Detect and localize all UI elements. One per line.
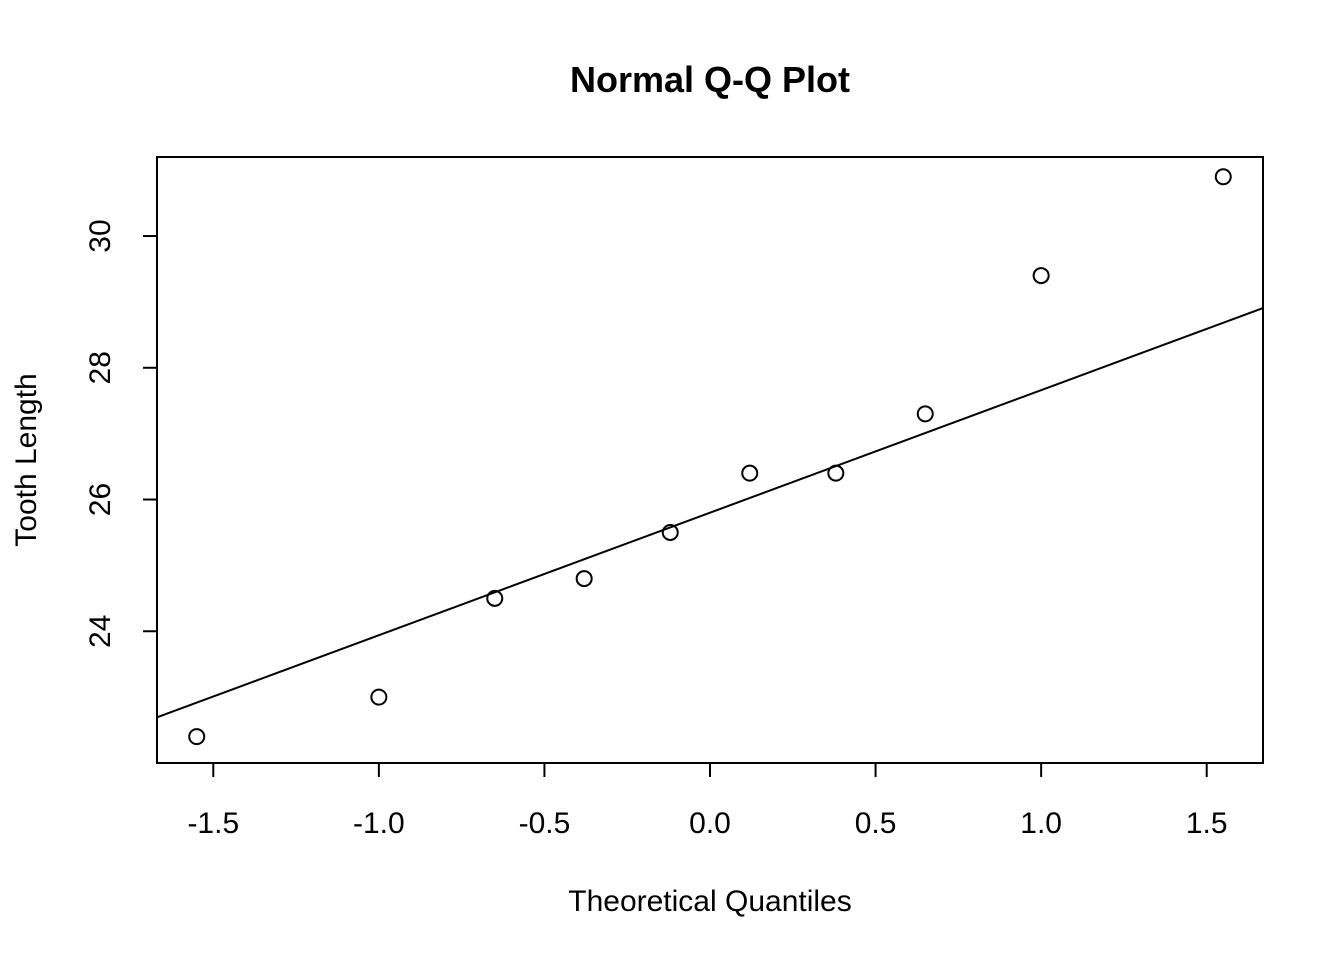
data-points bbox=[188, 168, 1232, 746]
data-point bbox=[370, 688, 388, 706]
x-axis-label: Theoretical Quantiles bbox=[568, 885, 851, 918]
data-point bbox=[1032, 267, 1050, 285]
x-tick-label: -1.5 bbox=[187, 807, 239, 840]
y-tick-label: 30 bbox=[84, 219, 117, 252]
data-point bbox=[575, 570, 593, 588]
y-tick-label: 28 bbox=[84, 351, 117, 384]
data-point bbox=[661, 523, 679, 541]
qq-reference-line bbox=[156, 307, 1264, 719]
data-point bbox=[188, 728, 206, 746]
plot-frame bbox=[156, 156, 1264, 764]
data-point bbox=[916, 405, 934, 423]
x-tick-label: -1.0 bbox=[353, 807, 405, 840]
chart-title: Normal Q-Q Plot bbox=[570, 59, 850, 100]
x-tick-label: -0.5 bbox=[519, 807, 571, 840]
y-axis: 24 26 28 30 bbox=[84, 219, 158, 648]
x-tick-label: 0.0 bbox=[689, 807, 731, 840]
data-point bbox=[1214, 168, 1232, 186]
data-point bbox=[827, 464, 845, 482]
y-axis-label: Tooth Length bbox=[10, 373, 43, 546]
data-point bbox=[486, 589, 504, 607]
x-tick-label: 1.5 bbox=[1186, 807, 1228, 840]
y-tick-label: 26 bbox=[84, 483, 117, 516]
y-tick-label: 24 bbox=[84, 615, 117, 648]
x-axis: -1.5 -1.0 -0.5 0.0 0.5 1.0 1.5 bbox=[187, 762, 1228, 840]
x-tick-label: 0.5 bbox=[855, 807, 897, 840]
data-point bbox=[741, 464, 759, 482]
x-tick-label: 1.0 bbox=[1020, 807, 1062, 840]
